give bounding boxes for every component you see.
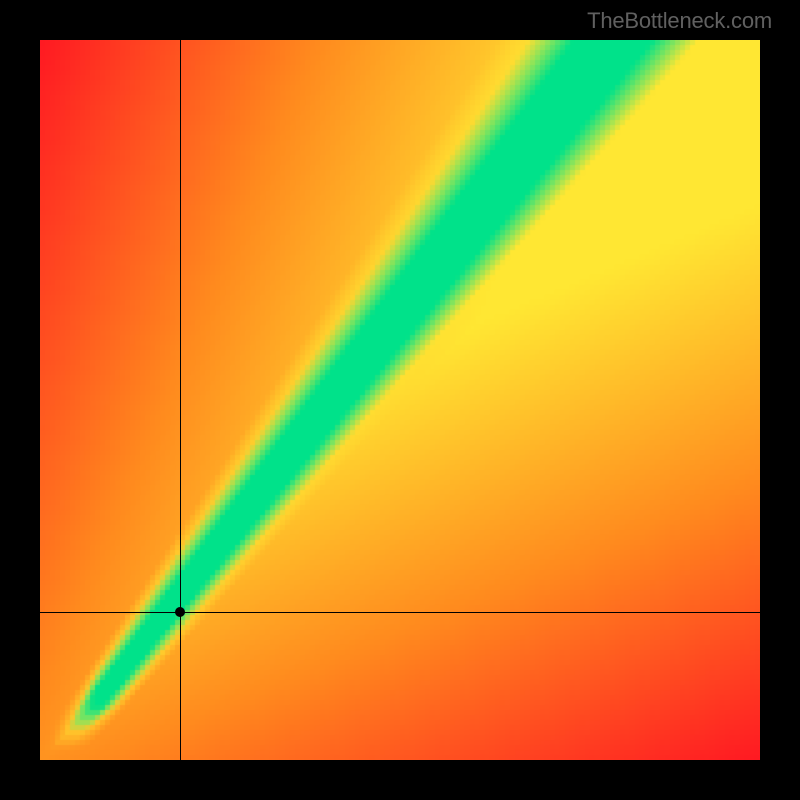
heatmap-canvas	[40, 40, 760, 760]
watermark-text: TheBottleneck.com	[587, 8, 772, 34]
chart-frame: TheBottleneck.com	[0, 0, 800, 800]
heatmap-plot	[40, 40, 760, 760]
